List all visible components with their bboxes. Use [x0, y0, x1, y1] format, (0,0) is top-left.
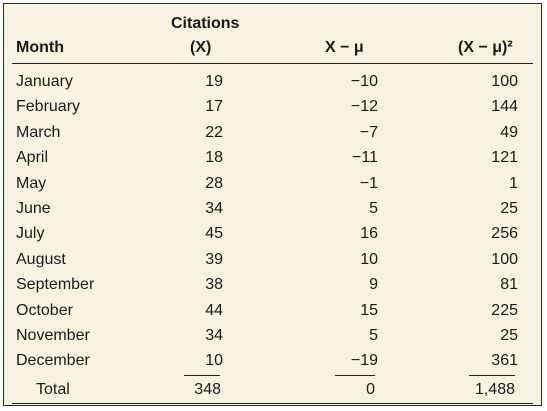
bottom-rule: [12, 403, 533, 404]
total-sq: 1,488: [474, 381, 515, 398]
month-cell: October: [16, 301, 73, 319]
month-cell: June: [16, 200, 51, 218]
squared-cell: 144: [491, 98, 518, 116]
header-x-symbol: (X): [190, 39, 212, 56]
month-cell: August: [16, 250, 66, 268]
squared-cell: 25: [500, 200, 518, 218]
total-x: 348: [194, 381, 221, 398]
month-cell: April: [16, 149, 49, 167]
deviation-cell: 16: [360, 225, 378, 243]
header-rule: [12, 63, 533, 64]
x-sum-underline: [184, 375, 220, 376]
squared-cell: 100: [491, 73, 518, 90]
table-row: April 18 −11 121: [16, 145, 518, 170]
month-cell: November: [16, 327, 90, 345]
table-row: March 22 −7 49: [16, 120, 518, 145]
squared-cell: 1: [509, 174, 518, 192]
data-table: January 19 −10 100 February 17 −12 144 March 22 −7…: [16, 69, 518, 374]
citations-cell: 22: [205, 123, 223, 141]
table-row: September 38 9 81: [16, 272, 518, 297]
squared-cell: 256: [491, 225, 518, 243]
header-squared: (X − μ)²: [458, 39, 513, 56]
deviation-cell: 5: [369, 200, 378, 218]
citations-cell: 10: [205, 352, 223, 370]
deviation-cell: −12: [350, 98, 378, 116]
table-row: February 17 −12 144: [16, 94, 518, 119]
citations-table: Citations Month (X) X − μ (X − μ)² Janua…: [3, 3, 542, 406]
table-row: November 34 5 25: [16, 323, 518, 348]
month-cell: January: [16, 73, 73, 90]
deviation-cell: 5: [369, 327, 378, 345]
header-month: Month: [16, 39, 64, 56]
table-row: June 34 5 25: [16, 196, 518, 221]
deviation-cell: −19: [350, 352, 378, 370]
deviation-cell: 9: [369, 276, 378, 294]
squared-cell: 361: [491, 352, 518, 370]
squared-cell: 100: [491, 250, 518, 268]
dev-sum-underline: [335, 375, 375, 376]
table-row: December 10 −19 361: [16, 348, 518, 373]
table-row: July 45 16 256: [16, 221, 518, 246]
month-cell: December: [16, 352, 90, 370]
citations-cell: 39: [205, 250, 223, 268]
citations-cell: 38: [205, 276, 223, 294]
deviation-cell: 10: [360, 250, 378, 268]
citations-cell: 19: [205, 73, 223, 90]
month-cell: May: [16, 174, 47, 192]
citations-cell: 34: [205, 327, 223, 345]
squared-cell: 49: [500, 123, 518, 141]
table-row: May 28 −1 1: [16, 171, 518, 196]
month-cell: September: [16, 276, 95, 294]
deviation-cell: −10: [350, 73, 378, 90]
squared-cell: 225: [491, 301, 518, 319]
deviation-cell: −11: [352, 149, 378, 167]
squared-cell: 121: [491, 149, 518, 167]
citations-cell: 17: [205, 98, 223, 116]
data-rows: January 19 −10 100 February 17 −12 144 March 22 −7…: [16, 69, 518, 374]
month-cell: July: [16, 225, 45, 243]
citations-cell: 45: [205, 225, 223, 243]
citations-cell: 44: [205, 301, 223, 319]
citations-cell: 28: [205, 174, 223, 192]
table-row: October 44 15 225: [16, 298, 518, 323]
sq-sum-underline: [469, 375, 515, 376]
header-citations: Citations: [171, 15, 240, 32]
table-row: January 19 −10 100: [16, 69, 518, 94]
citations-cell: 18: [205, 149, 223, 167]
month-cell: March: [16, 123, 61, 141]
squared-cell: 81: [500, 276, 518, 294]
month-cell: February: [16, 98, 81, 116]
deviation-cell: 15: [360, 301, 378, 319]
table-row: August 39 10 100: [16, 247, 518, 272]
deviation-cell: −7: [359, 123, 378, 141]
squared-cell: 25: [500, 327, 518, 345]
total-label: Total: [36, 381, 70, 398]
deviation-cell: −1: [359, 174, 378, 192]
header-deviation: X − μ: [325, 39, 364, 56]
citations-cell: 34: [205, 200, 223, 218]
total-dev: 0: [366, 381, 375, 398]
